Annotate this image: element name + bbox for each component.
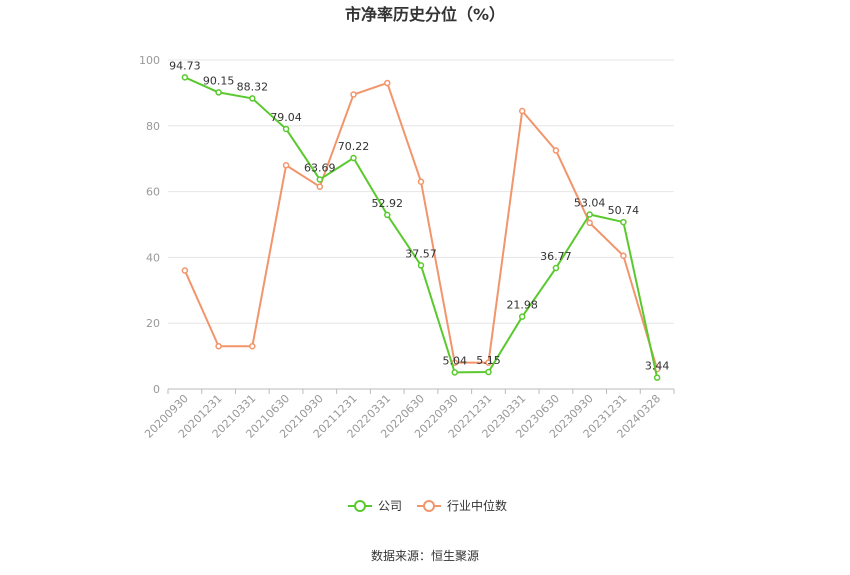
grid-lines xyxy=(168,59,674,324)
data-point xyxy=(586,211,593,218)
data-label: 21.98 xyxy=(506,299,538,312)
legend-marker-icon xyxy=(354,500,366,512)
data-point xyxy=(181,267,189,274)
data-label: 94.73 xyxy=(169,59,201,72)
legend-item-company[interactable]: 公司 xyxy=(348,499,402,513)
data-point xyxy=(620,218,627,226)
chart-title: 市净率历史分位（%） xyxy=(345,5,505,24)
data-point xyxy=(552,264,560,272)
legend-label: 公司 xyxy=(378,499,402,513)
data-point xyxy=(518,313,526,320)
y-tick-label: 40 xyxy=(146,251,160,264)
data-point xyxy=(350,91,357,98)
data-label: 5.15 xyxy=(476,354,501,367)
data-point xyxy=(282,125,290,133)
data-label: 53.04 xyxy=(574,196,606,209)
legend-label: 行业中位数 xyxy=(447,498,507,513)
data-point xyxy=(586,219,593,227)
legend-item-industry-median[interactable]: 行业中位数 xyxy=(417,498,507,513)
data-point xyxy=(249,342,256,350)
data-point xyxy=(249,95,256,102)
data-point xyxy=(215,342,222,350)
data-label: 52.92 xyxy=(372,197,404,210)
legend-marker-icon xyxy=(423,500,435,512)
data-point xyxy=(485,359,492,366)
data-point xyxy=(417,262,425,269)
data-label: 63.69 xyxy=(304,161,336,174)
series-lines xyxy=(181,74,661,381)
data-point xyxy=(552,147,560,154)
data-label: 88.32 xyxy=(237,80,269,93)
data-label: 37.57 xyxy=(405,247,437,260)
data-point xyxy=(316,183,324,190)
data-point xyxy=(518,107,526,115)
data-point xyxy=(384,79,391,87)
data-label: 70.22 xyxy=(338,140,370,153)
data-label: 3.44 xyxy=(645,360,670,373)
y-tick-label: 60 xyxy=(146,186,160,199)
legend[interactable]: 公司 行业中位数 xyxy=(348,498,507,513)
data-point xyxy=(653,374,661,381)
data-label: 79.04 xyxy=(270,111,302,124)
data-point xyxy=(417,178,425,185)
y-tick-label: 80 xyxy=(146,120,160,133)
data-label: 5.04 xyxy=(442,354,467,367)
data-label: 90.15 xyxy=(203,74,235,87)
data-point xyxy=(451,369,458,376)
data-point xyxy=(384,211,391,219)
data-point xyxy=(316,176,324,183)
source-note: 数据来源：恒生聚源 xyxy=(371,548,479,563)
data-point xyxy=(620,252,627,260)
data-point xyxy=(350,154,357,162)
data-point xyxy=(215,89,222,96)
data-label: 36.77 xyxy=(540,250,572,263)
y-tick-label: 100 xyxy=(139,54,160,67)
data-point xyxy=(485,368,492,376)
y-tick-label: 20 xyxy=(146,317,160,330)
y-tick-label: 0 xyxy=(153,383,160,396)
data-point xyxy=(181,74,189,81)
data-label: 50.74 xyxy=(608,204,640,217)
data-point xyxy=(282,162,290,169)
